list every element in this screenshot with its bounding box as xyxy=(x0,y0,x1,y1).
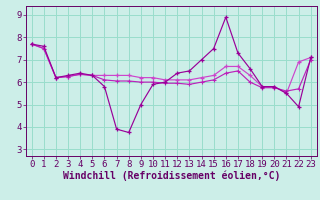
X-axis label: Windchill (Refroidissement éolien,°C): Windchill (Refroidissement éolien,°C) xyxy=(62,171,280,181)
